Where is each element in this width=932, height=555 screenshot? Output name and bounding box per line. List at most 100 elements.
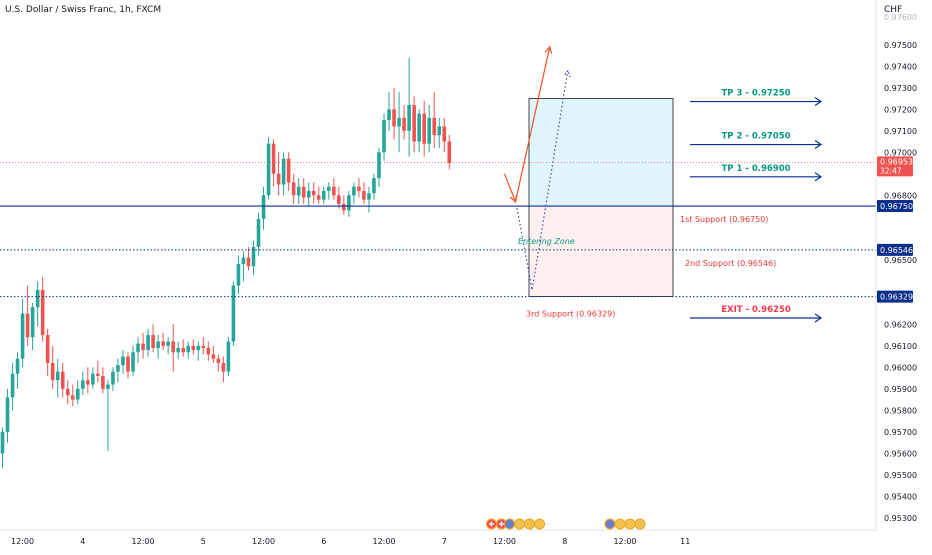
price-tick-label: 0.96200 (884, 320, 917, 329)
price-tick-label: 0.96800 (884, 191, 917, 200)
candle-body (30, 307, 35, 338)
candle-body (181, 347, 186, 353)
candle-body (131, 352, 135, 372)
candle (171, 324, 175, 372)
time-tick-label: 8 (562, 537, 567, 546)
candle (196, 341, 201, 361)
candle-body (156, 341, 160, 348)
event-flag-icon[interactable] (634, 518, 646, 530)
candle-body (367, 193, 371, 200)
chart-title: U.S. Dollar / Swiss Franc, 1h, FXCM (5, 5, 161, 15)
candle-body (166, 341, 170, 346)
price-tick-label: 0.95400 (884, 492, 917, 501)
profit-zone[interactable] (529, 98, 673, 207)
candle-body (171, 341, 175, 353)
event-flag-icon[interactable] (624, 518, 636, 530)
candle (141, 332, 145, 359)
candle (96, 360, 100, 383)
candle (306, 182, 311, 207)
candle-body (251, 246, 256, 267)
candle (357, 178, 361, 198)
candle (427, 105, 431, 153)
candle-body (256, 218, 261, 247)
candle-body (70, 395, 75, 400)
candle (387, 92, 391, 131)
event-flag-icon[interactable] (514, 518, 526, 530)
candle (111, 367, 115, 391)
candle-body (141, 343, 145, 351)
candle-body (316, 195, 321, 200)
candle-body (306, 191, 311, 198)
candle (412, 96, 416, 153)
candle-body (422, 113, 426, 144)
candle (40, 277, 45, 342)
event-flag-icon[interactable] (524, 518, 536, 530)
candle (10, 363, 15, 411)
candle-body (347, 195, 351, 211)
candle (241, 251, 246, 282)
candle-body (216, 358, 221, 363)
price-tick-label: 0.95900 (884, 385, 917, 394)
candle (276, 152, 281, 196)
candle-body (447, 141, 452, 164)
entry-zone-label: Entering Zone (518, 237, 575, 246)
candle (402, 105, 406, 140)
current-price-badge (877, 156, 913, 177)
candle-body (151, 335, 155, 348)
candle (447, 135, 452, 170)
candle (367, 186, 371, 213)
candle-body (0, 431, 5, 454)
candle-body (65, 388, 70, 396)
candle (347, 191, 351, 217)
target-label: TP 2 - 0.97050 (721, 132, 790, 142)
target-label: TP 3 - 0.97250 (721, 89, 790, 99)
candle-body (372, 178, 376, 194)
position-box-border[interactable] (528, 98, 674, 297)
candle (286, 152, 291, 191)
candle-body (337, 195, 341, 204)
candle (191, 339, 196, 355)
candle-body (286, 158, 291, 183)
price-tick-label: 0.96100 (884, 342, 917, 351)
candle-body (296, 186, 301, 196)
candle (216, 354, 221, 372)
event-flag-icon[interactable] (504, 518, 516, 530)
candle (76, 380, 80, 404)
time-tick-label: 7 (442, 537, 447, 546)
event-flag-icon[interactable] (604, 518, 616, 530)
price-tick-label: 0.96500 (884, 256, 917, 265)
scenario-arrowhead (562, 69, 571, 78)
candle-body (186, 345, 191, 353)
candle-body (25, 313, 30, 338)
candle-body (45, 335, 50, 363)
candle-body (91, 373, 95, 385)
candle-body (266, 143, 271, 196)
candle (65, 380, 70, 404)
event-flag-icon[interactable] (534, 518, 546, 530)
candle (437, 117, 442, 148)
economic-event-group[interactable] (485, 518, 507, 530)
time-tick-label: 4 (80, 537, 85, 546)
time-tick-label: 11 (680, 537, 690, 546)
candle-body (211, 354, 216, 359)
candle-body (116, 365, 120, 372)
candle-body (291, 182, 296, 196)
loss-zone[interactable] (529, 206, 673, 297)
time-tick-label: 6 (321, 537, 326, 546)
target-label: TP 1 - 0.96900 (721, 164, 790, 174)
candle-body (161, 341, 165, 346)
event-flag-icon[interactable] (614, 518, 626, 530)
economic-event-group[interactable] (504, 518, 546, 530)
candle-body (96, 373, 100, 376)
candle-body (121, 356, 125, 366)
candle (20, 298, 25, 368)
candle (442, 117, 447, 153)
economic-event-group[interactable] (604, 518, 646, 530)
current-price-countdown: 32:47 (880, 166, 902, 175)
price-tick-label: 0.95700 (884, 428, 917, 437)
candle-body (20, 313, 25, 359)
candle (176, 341, 180, 359)
candle-body (86, 380, 90, 385)
candle (206, 341, 211, 361)
